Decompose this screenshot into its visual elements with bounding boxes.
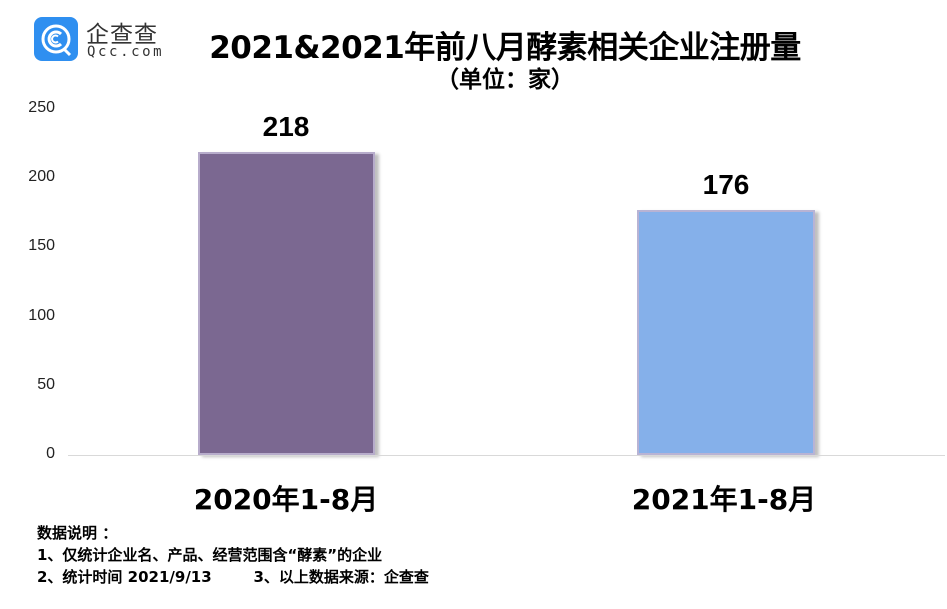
data-notes: 数据说明 ： 1、仅统计企业名、产品、经营范围含“酵素”的企业 2、统计时间 202… — [37, 522, 429, 588]
bar-2020 — [198, 152, 375, 455]
bar-value-label-2021: 176 — [702, 169, 750, 200]
y-tick-label: 0 — [46, 445, 55, 462]
x-axis-baseline — [68, 455, 945, 456]
chart-title: 2021&2021年前八月酵素相关企业注册量 — [209, 30, 801, 66]
chart-subtitle: （单位：家） — [436, 67, 574, 93]
logo-text-en: Qcc.com — [87, 44, 165, 60]
y-tick-label: 250 — [28, 99, 55, 116]
notes-line-2: 2、统计时间 2021/9/13 3、以上数据来源：企查查 — [37, 568, 429, 586]
y-tick-label: 200 — [28, 168, 55, 185]
notes-line-1: 1、仅统计企业名、产品、经营范围含“酵素”的企业 — [37, 546, 383, 564]
qcc-logo: 企查查 Qcc.com — [34, 17, 174, 63]
notes-heading: 数据说明 ： — [37, 524, 118, 542]
x-category-label-2020: 2020年1-8月 — [193, 483, 379, 516]
bar-2021 — [637, 210, 815, 455]
x-category-label-2021: 2021年1-8月 — [631, 483, 817, 516]
qcc-logo-icon — [34, 17, 78, 61]
y-tick-label: 150 — [28, 237, 55, 254]
y-tick-label: 100 — [28, 307, 55, 324]
logo-text-cn: 企查查 — [86, 22, 158, 48]
y-tick-label: 50 — [37, 376, 55, 393]
bar-value-label-2020: 218 — [262, 111, 310, 142]
